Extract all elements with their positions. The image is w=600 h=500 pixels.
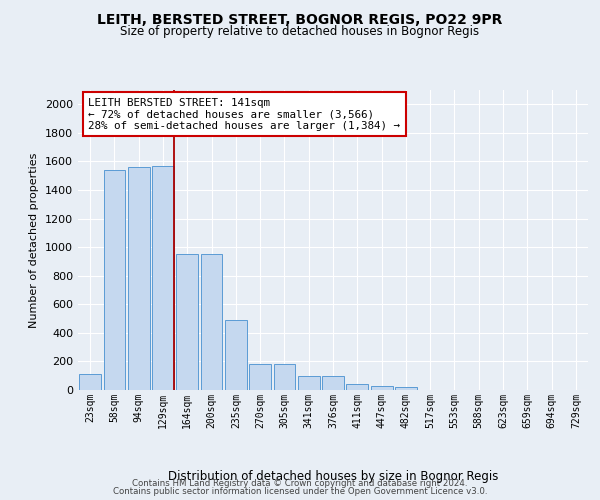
Text: LEITH BERSTED STREET: 141sqm
← 72% of detached houses are smaller (3,566)
28% of: LEITH BERSTED STREET: 141sqm ← 72% of de… — [88, 98, 400, 130]
Text: LEITH, BERSTED STREET, BOGNOR REGIS, PO22 9PR: LEITH, BERSTED STREET, BOGNOR REGIS, PO2… — [97, 12, 503, 26]
Text: Size of property relative to detached houses in Bognor Regis: Size of property relative to detached ho… — [121, 25, 479, 38]
Text: Contains public sector information licensed under the Open Government Licence v3: Contains public sector information licen… — [113, 487, 487, 496]
X-axis label: Distribution of detached houses by size in Bognor Regis: Distribution of detached houses by size … — [168, 470, 498, 482]
Bar — [274, 364, 295, 390]
Bar — [152, 166, 174, 390]
Bar — [79, 374, 101, 390]
Bar — [128, 167, 149, 390]
Bar — [249, 364, 271, 390]
Bar — [104, 170, 125, 390]
Bar — [322, 376, 344, 390]
Bar — [225, 320, 247, 390]
Bar — [346, 384, 368, 390]
Bar — [298, 376, 320, 390]
Text: Contains HM Land Registry data © Crown copyright and database right 2024.: Contains HM Land Registry data © Crown c… — [132, 478, 468, 488]
Bar — [395, 387, 417, 390]
Y-axis label: Number of detached properties: Number of detached properties — [29, 152, 40, 328]
Bar — [371, 386, 392, 390]
Bar — [176, 254, 198, 390]
Bar — [200, 254, 223, 390]
